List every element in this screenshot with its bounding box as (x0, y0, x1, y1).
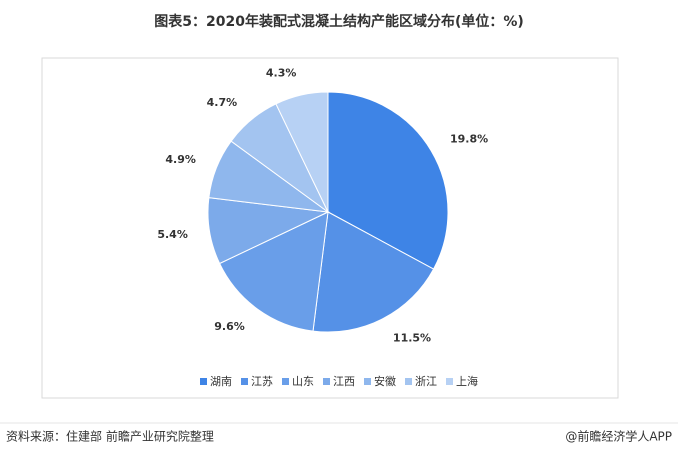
legend-label: 湖南 (210, 375, 232, 388)
data-label: 4.9% (165, 153, 196, 166)
legend-swatch (405, 378, 412, 385)
legend-swatch (364, 378, 371, 385)
source: 资料来源：住建部 前瞻产业研究院整理 (6, 429, 214, 444)
chart-title: 图表5：2020年装配式混凝土结构产能区域分布(单位：%) (154, 13, 524, 30)
pie-slice (327, 91, 449, 270)
legend-label: 浙江 (415, 375, 437, 388)
data-label: 4.3% (266, 67, 297, 80)
legend-swatch (282, 378, 289, 385)
data-label: 5.4% (157, 228, 188, 241)
data-label: 19.8% (450, 132, 488, 145)
pie-slice (312, 211, 435, 333)
legend-swatch (200, 378, 207, 385)
legend-swatch (446, 378, 453, 385)
legend-label: 山东 (292, 375, 314, 388)
legend-label: 江西 (333, 375, 355, 388)
data-label: 11.5% (393, 331, 431, 344)
data-label: 9.6% (214, 320, 245, 333)
legend-label: 江苏 (251, 375, 273, 388)
pie-slice (275, 91, 329, 213)
data-label: 4.7% (207, 96, 238, 109)
pie-slice (218, 211, 329, 332)
plot-frame (41, 57, 619, 399)
legend-label: 上海 (456, 374, 478, 388)
credit: @前瞻经济学人APP (565, 429, 672, 444)
legend-label: 安徽 (374, 374, 396, 388)
legend-swatch (323, 378, 330, 385)
legend-swatch (241, 378, 248, 385)
